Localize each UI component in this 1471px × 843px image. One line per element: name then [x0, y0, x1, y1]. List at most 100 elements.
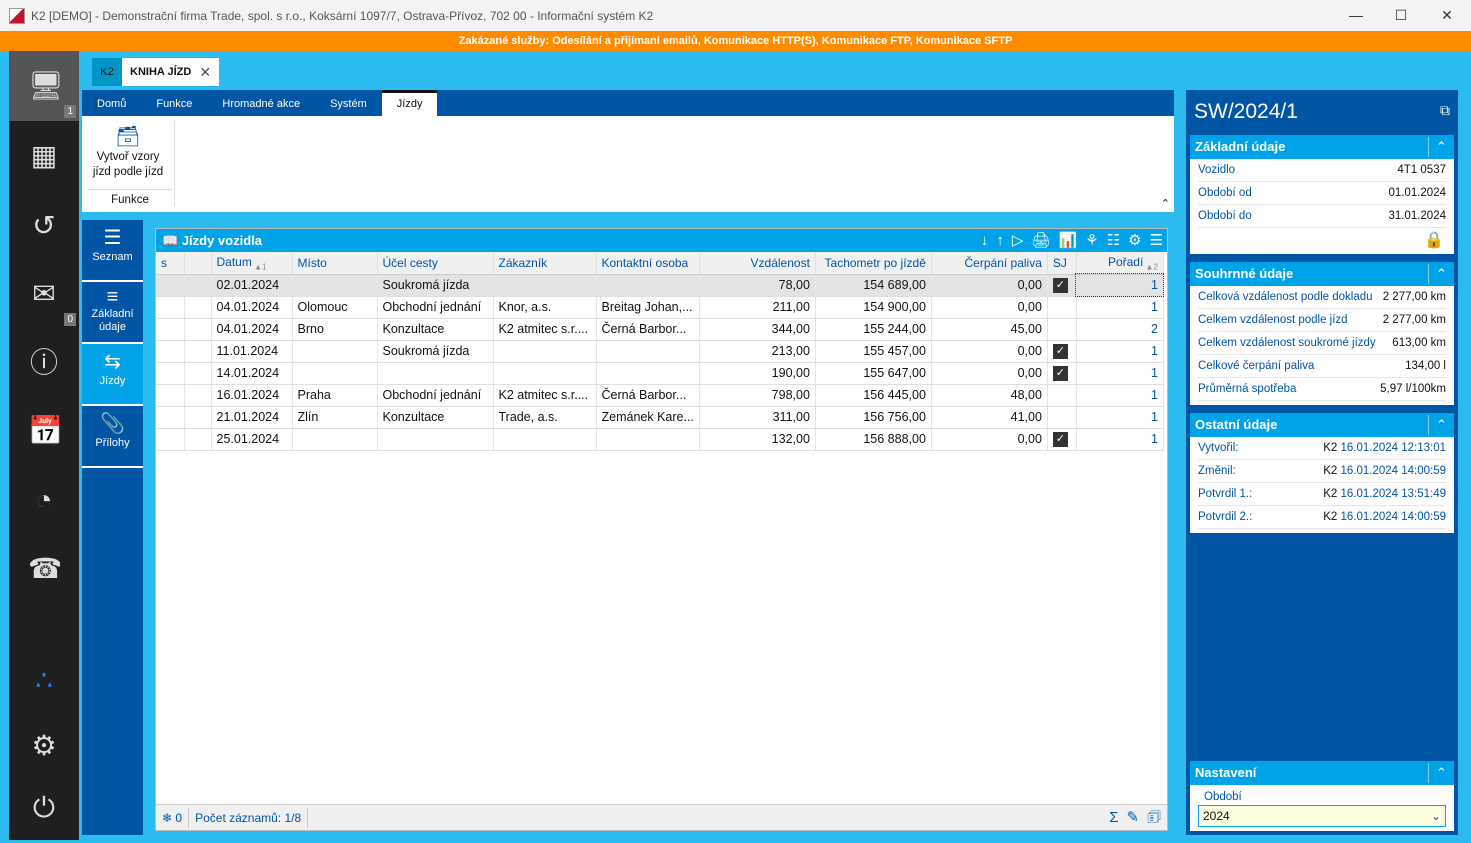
period-select[interactable]: 2024 ⌄ [1198, 805, 1446, 827]
section-header[interactable]: Souhrnné údaje ⌃ [1190, 262, 1454, 286]
panel-splitter[interactable] [1178, 90, 1184, 835]
table-row[interactable]: 14.01.2024 190,00 155 647,00 0,00 ✓ 1 [156, 362, 1164, 385]
close-tab-icon[interactable]: ✕ [199, 64, 212, 80]
close-button[interactable]: ✕ [1441, 7, 1453, 23]
detail-label: Celkem vzdálenost podle jízd [1198, 314, 1348, 326]
table-row[interactable]: 04.01.2024 Olomouc Obchodní jednání Knor, a… [156, 296, 1164, 319]
create-trip-templates-button[interactable]: 🗃 Vytvoř vzory jízd podle jízd [88, 124, 168, 180]
cell-3 [292, 428, 378, 451]
checkbox-checked-icon[interactable]: ✓ [1052, 366, 1068, 381]
cell-5: K2 atmitec s.r.... [493, 384, 597, 407]
cell-5 [493, 340, 597, 363]
group-icon[interactable]: ⚘ [1085, 232, 1099, 249]
chart-icon[interactable]: 📊 [1058, 232, 1078, 249]
column-header[interactable]: s [156, 252, 185, 275]
edit-icon[interactable]: ✎ [1126, 808, 1140, 826]
history-button[interactable]: ↺ [9, 191, 79, 261]
tab-home[interactable]: K2 [92, 58, 122, 86]
ribbon-tab-domu[interactable]: Domů [97, 98, 127, 110]
print-icon[interactable]: 🖨 [1031, 232, 1051, 249]
detail-value: 4T1 0537 [1397, 164, 1446, 176]
table-row[interactable]: 04.01.2024 Brno Konzultace K2 atmitec s.r..… [156, 318, 1164, 341]
chevron-up-icon[interactable]: ⌃ [1428, 137, 1454, 157]
calendar-button[interactable]: 📅 [9, 396, 79, 466]
column-header[interactable]: Pořadí ▲2 [1076, 252, 1164, 275]
subnav-zakladni-udaje[interactable]: ≡ Základní údaje [82, 282, 143, 344]
apps-button[interactable]: ▦ [9, 121, 79, 191]
chevron-up-icon[interactable]: ⌃ [1428, 264, 1454, 284]
k2-logo-button[interactable]: ∴ [9, 646, 79, 716]
arrow-down-icon[interactable]: ↓ [980, 232, 989, 249]
column-header[interactable]: SJ [1047, 252, 1077, 275]
detail-label: Celkem vzdálenost soukromé jízdy [1198, 337, 1376, 349]
messages-button[interactable]: ✉ 0 [9, 259, 79, 329]
arrow-up-icon[interactable]: ↑ [996, 232, 1004, 249]
add-template-icon: 🗃 [115, 126, 141, 148]
cell-4: Soukromá jízda [377, 340, 494, 363]
table-row[interactable]: 02.01.2024 Soukromá jízda 78,00 154 689,00 0… [156, 273, 1165, 297]
cell-7: 132,00 [699, 428, 816, 451]
cell-7: 211,00 [699, 296, 816, 319]
columns-icon[interactable]: ☷ [1106, 232, 1121, 249]
detail-row: Období od 01.01.2024 [1198, 182, 1446, 205]
column-header[interactable]: Vzdálenost [699, 252, 816, 275]
play-icon[interactable]: ▷ [1011, 232, 1024, 249]
main-rail: 🖥 1 ▦ ↺ ✉ 0 ⓘ 📅 ◔ ☎ ∴ ⚙ ⏻ [9, 51, 79, 840]
cell-11: 1 [1075, 273, 1165, 297]
subnav-seznam[interactable]: ☰ Seznam [82, 220, 143, 282]
chevron-up-icon[interactable]: ⌃ [1428, 415, 1454, 435]
timestamp: 16.01.2024 13:51:49 [1340, 488, 1446, 500]
column-header[interactable] [184, 252, 212, 275]
detail-row: Celkové čerpání paliva 134,00 l [1198, 355, 1446, 378]
cell-0 [156, 318, 185, 341]
table-row[interactable]: 25.01.2024 132,00 156 888,00 0,00 ✓ 1 [156, 428, 1164, 451]
filter-icon[interactable]: ❄ [162, 810, 173, 825]
chevron-up-icon[interactable]: ⌃ [1428, 763, 1454, 783]
info-button[interactable]: ⓘ [9, 328, 79, 398]
menu-icon[interactable]: ☰ [1149, 232, 1163, 249]
maximize-button[interactable]: ☐ [1394, 7, 1408, 23]
ribbon-tab-system[interactable]: Systém [330, 98, 367, 110]
column-header[interactable]: Datum ▲1 [211, 252, 293, 275]
column-header[interactable]: Místo [292, 252, 378, 275]
sum-icon[interactable]: Σ [1109, 808, 1119, 826]
ribbon-tab-funkce[interactable]: Funkce [156, 98, 193, 110]
checkbox-checked-icon[interactable]: ✓ [1052, 278, 1068, 293]
reports-button[interactable]: ◔ [9, 465, 79, 535]
table-row[interactable]: 21.01.2024 Zlín Konzultace Trade, a.s. Zemán… [156, 406, 1164, 429]
subnav-jizdy[interactable]: ⇆ Jízdy [82, 344, 143, 406]
detail-label: Potvrdil 2.: [1198, 511, 1253, 523]
ribbon-tab-jizdy[interactable]: Jízdy [381, 90, 438, 116]
collapse-ribbon-icon[interactable]: ⌃ [1160, 198, 1170, 210]
section-header[interactable]: Ostatní údaje ⌃ [1190, 413, 1454, 437]
column-header[interactable]: Zákazník [493, 252, 597, 275]
minimize-button[interactable]: — [1349, 7, 1363, 23]
ribbon-tab-hromadne-akce[interactable]: Hromadné akce [222, 98, 301, 110]
table-row[interactable]: 11.01.2024 Soukromá jízda 213,00 155 457,00… [156, 340, 1164, 363]
settings-button[interactable]: ⚙ [9, 711, 79, 781]
ribbon: Domů Funkce Hromadné akce Systém Jízdy 🗃… [82, 90, 1174, 212]
cell-5: K2 atmitec s.r.... [493, 318, 597, 341]
chevron-down-icon: ⌄ [1430, 809, 1441, 823]
desktop-button[interactable]: 🖥 1 [9, 51, 79, 121]
column-header[interactable]: Kontaktní osoba [596, 252, 700, 275]
power-button[interactable]: ⏻ [9, 773, 79, 843]
subnav-prilohy[interactable]: 📎 Přílohy [82, 406, 143, 468]
network-button[interactable]: ☎ [9, 534, 79, 604]
column-header[interactable]: Tachometr po jízdě [815, 252, 932, 275]
column-header[interactable]: Účel cesty [377, 252, 494, 275]
section-header[interactable]: Základní údaje ⌃ [1190, 135, 1454, 159]
checkbox-checked-icon[interactable]: ✓ [1052, 344, 1068, 359]
tab-kniha-jizd[interactable]: KNIHA JÍZD ✕ [122, 58, 220, 86]
checkbox-checked-icon[interactable]: ✓ [1052, 432, 1068, 447]
cell-11: 1 [1076, 362, 1164, 385]
add-record-icon[interactable]: 🗊 [1147, 808, 1161, 826]
detail-value: K2 16.01.2024 14:00:59 [1323, 509, 1446, 525]
title-bar: K2 [DEMO] - Demonstrační firma Trade, sp… [0, 0, 1471, 31]
popout-icon[interactable]: ⧉ [1440, 102, 1450, 118]
detail-row: Změnil: K2 16.01.2024 14:00:59 [1198, 460, 1446, 483]
column-header[interactable]: Čerpání paliva [931, 252, 1048, 275]
gear-icon[interactable]: ⚙ [1128, 232, 1142, 249]
table-row[interactable]: 16.01.2024 Praha Obchodní jednání K2 atmite… [156, 384, 1164, 407]
section-header[interactable]: Nastavení ⌃ [1190, 761, 1454, 785]
